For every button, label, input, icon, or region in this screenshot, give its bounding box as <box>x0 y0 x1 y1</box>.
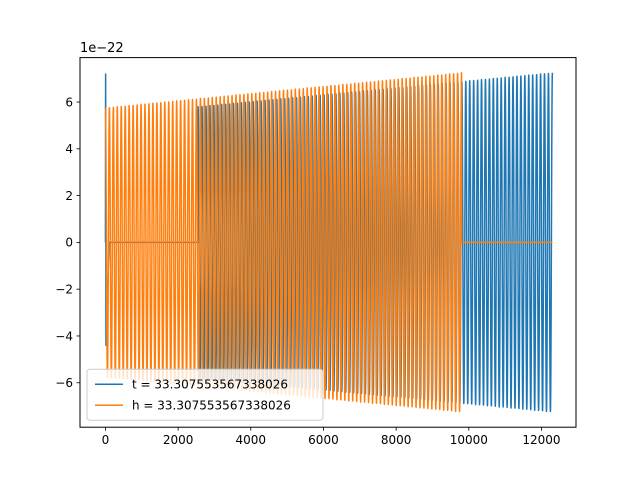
x-tick-label: 12000 <box>522 433 560 447</box>
y-tick-label: −4 <box>55 329 73 343</box>
series-layer <box>104 72 554 413</box>
legend-box <box>86 368 324 421</box>
legend: t = 33.307553567338026 h = 33.30755356733… <box>86 368 324 421</box>
y-tick-label: −2 <box>55 282 73 296</box>
y-tick-label: 0 <box>65 236 73 250</box>
legend-label: h = 33.307553567338026 <box>132 399 291 413</box>
y-tick-label: 4 <box>65 142 73 156</box>
x-tick-label: 10000 <box>450 433 488 447</box>
y-tick-label: 6 <box>65 95 73 109</box>
x-tick-label: 8000 <box>381 433 412 447</box>
legend-label: t = 33.307553567338026 <box>132 378 288 392</box>
y-offset-label: 1e−22 <box>80 41 124 56</box>
y-tick-label: −6 <box>55 376 73 390</box>
x-tick-label: 6000 <box>308 433 339 447</box>
series-line-h <box>104 72 553 413</box>
x-axis: 0 2000 4000 6000 8000 10000 12000 <box>102 427 561 447</box>
x-tick-label: 4000 <box>236 433 267 447</box>
x-tick-label: 0 <box>102 433 110 447</box>
y-tick-label: 2 <box>65 189 73 203</box>
y-axis: −6 −4 −2 0 2 4 6 <box>55 95 80 390</box>
x-tick-label: 2000 <box>163 433 194 447</box>
